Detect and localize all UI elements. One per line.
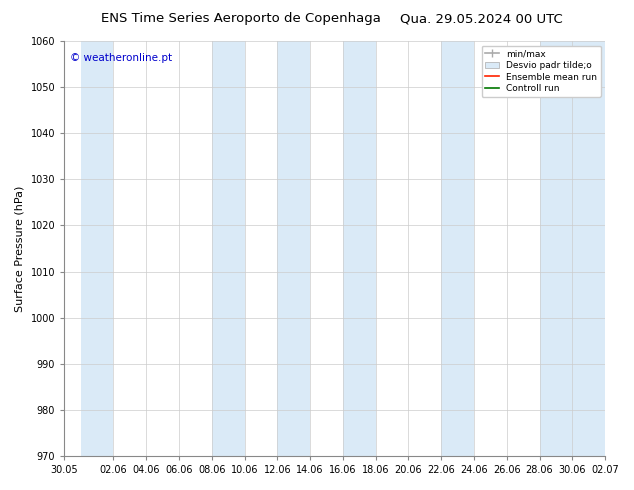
Bar — [441, 41, 474, 456]
Bar — [277, 41, 310, 456]
Text: © weatheronline.pt: © weatheronline.pt — [70, 53, 172, 64]
Bar — [81, 41, 113, 456]
Text: ENS Time Series Aeroporto de Copenhaga: ENS Time Series Aeroporto de Copenhaga — [101, 12, 381, 25]
Bar — [540, 41, 605, 456]
Legend: min/max, Desvio padr tilde;o, Ensemble mean run, Controll run: min/max, Desvio padr tilde;o, Ensemble m… — [482, 46, 600, 97]
Text: Qua. 29.05.2024 00 UTC: Qua. 29.05.2024 00 UTC — [401, 12, 563, 25]
Y-axis label: Surface Pressure (hPa): Surface Pressure (hPa) — [15, 185, 25, 312]
Bar — [212, 41, 245, 456]
Bar — [343, 41, 376, 456]
